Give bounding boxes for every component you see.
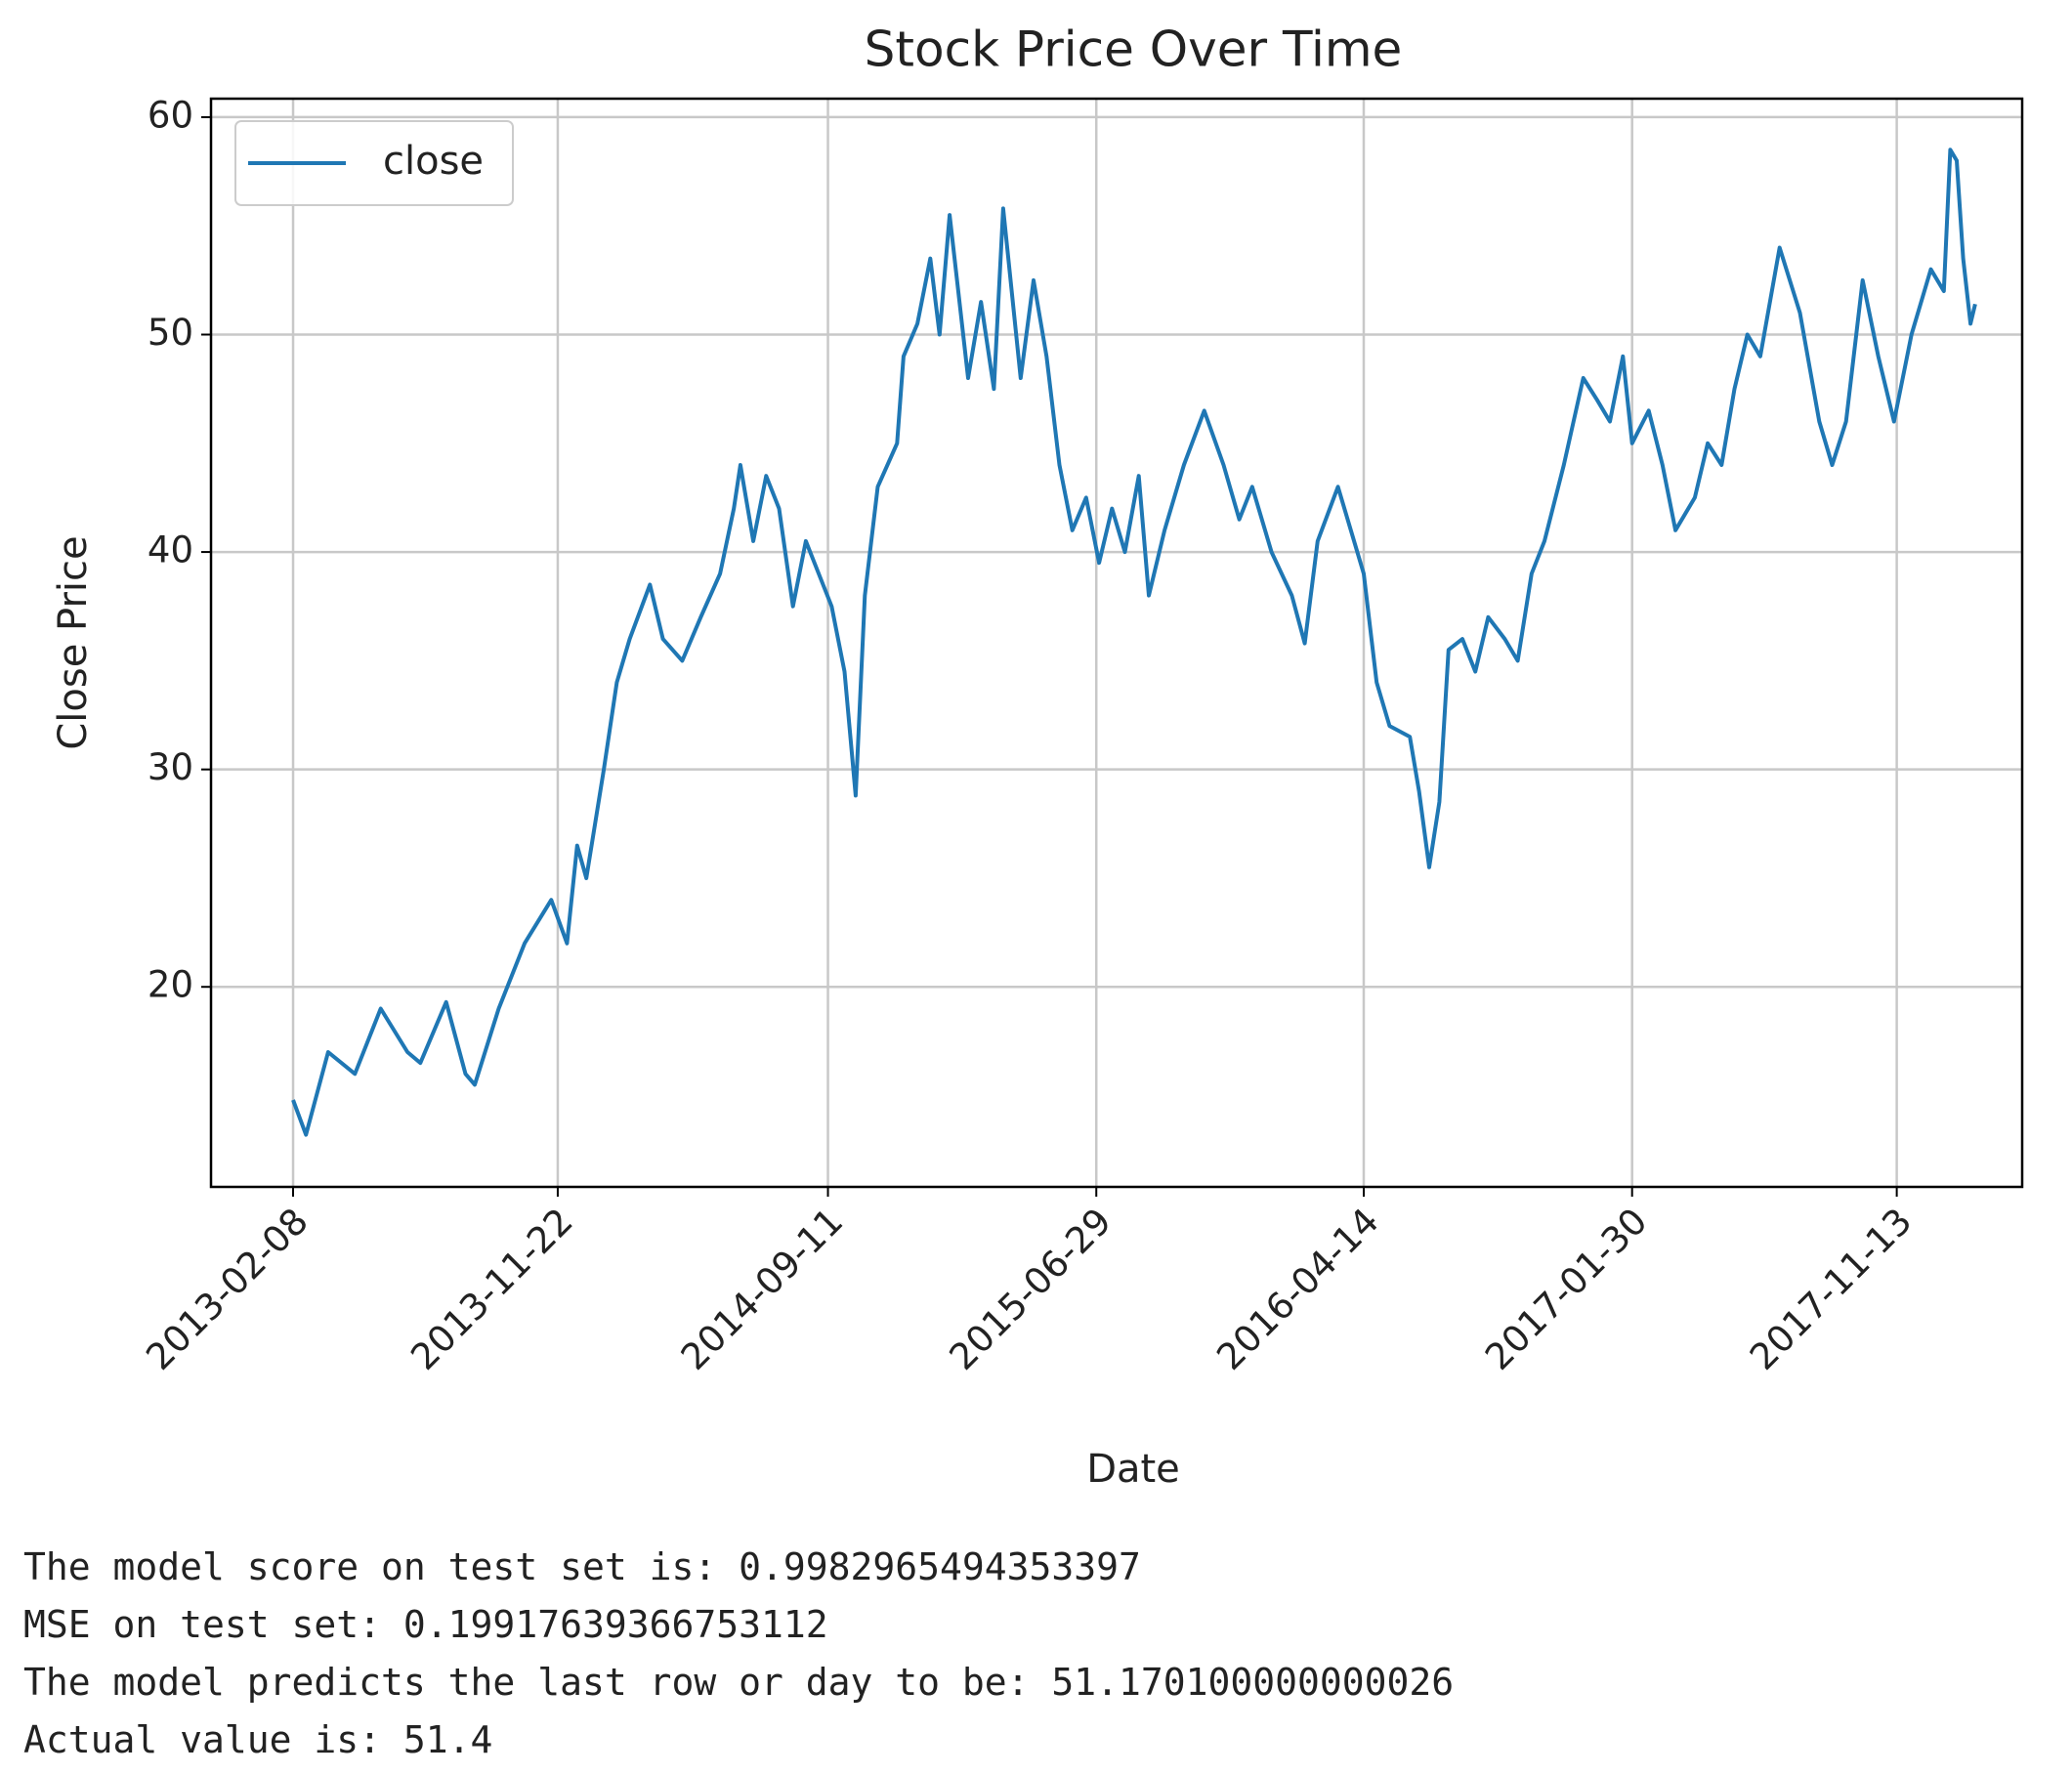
y-tick-label: 40 <box>148 529 193 571</box>
legend-box <box>234 120 514 206</box>
chart: Stock Price Over Time Date Close Price 2… <box>51 21 2024 1492</box>
chart-title: Stock Price Over Time <box>865 21 1403 78</box>
x-tick-label: 2015-06-29 <box>942 1200 1120 1377</box>
output-line: Actual value is: 51.4 <box>23 1718 493 1761</box>
y-tick-label: 50 <box>148 312 193 354</box>
output-text: The model score on test set is: 0.998296… <box>23 1539 1454 1769</box>
x-tick-label: 2013-02-08 <box>138 1200 316 1377</box>
x-tick-label: 2017-11-13 <box>1742 1200 1920 1377</box>
y-tick-label: 30 <box>148 746 193 788</box>
legend-label: close <box>383 139 484 184</box>
x-tick-label: 2013-11-22 <box>402 1200 580 1377</box>
y-tick-label: 20 <box>148 964 193 1006</box>
output-line: The model predicts the last row or day t… <box>23 1661 1455 1704</box>
y-tick-label: 60 <box>148 94 193 136</box>
x-tick-label: 2017-01-30 <box>1477 1200 1655 1377</box>
output-line: The model score on test set is: 0.998296… <box>23 1545 1141 1588</box>
x-tick-label: 2014-09-11 <box>673 1200 851 1377</box>
y-axis-label: Close Price <box>51 535 96 749</box>
plot-frame <box>209 97 2024 1189</box>
output-line: MSE on test set: 0.19917639366753112 <box>23 1603 828 1646</box>
x-axis-label: Date <box>1086 1447 1180 1492</box>
line-series <box>291 148 1977 1137</box>
x-tick-label: 2016-04-14 <box>1208 1200 1386 1377</box>
